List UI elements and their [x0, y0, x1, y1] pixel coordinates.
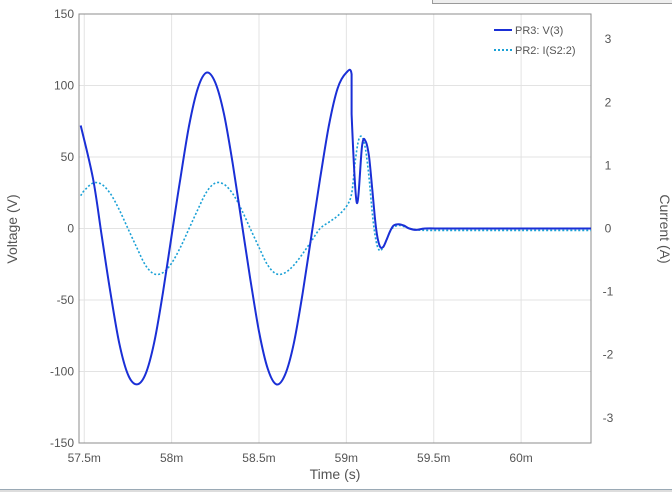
y-right-tick-label: 0: [605, 222, 612, 236]
y-left-tick-label: 100: [54, 79, 74, 93]
legend-label-is2: PR2: I(S2:2): [515, 45, 576, 57]
window-bottom-edge: [0, 489, 672, 492]
x-tick-label: 60m: [509, 451, 532, 465]
series-line-voltage: [79, 68, 591, 386]
window-frame-edge: [432, 0, 672, 4]
y-left-tick-label: 0: [67, 222, 74, 236]
y-left-tick-label: -150: [50, 436, 74, 450]
legend-label-v3: PR3: V(3): [515, 25, 563, 37]
y-axis-left-title: Voltage (V): [4, 194, 20, 263]
y-right-tick-label: 1: [605, 158, 612, 172]
y-left-tick-label: -50: [57, 293, 75, 307]
legend[interactable]: PR3: V(3) PR2: I(S2:2): [494, 25, 576, 57]
y-left-tick-label: 50: [61, 150, 75, 164]
y-right-tick-label: -1: [603, 285, 614, 299]
series-group: [79, 68, 591, 386]
x-tick-label: 59m: [335, 451, 358, 465]
y-right-tick-label: -2: [603, 348, 614, 362]
y-right-tick-label: 3: [605, 32, 612, 46]
y-left-tick-label: -100: [50, 365, 74, 379]
tick-labels: 57.5m 58m 58.5m 59m 59.5m 60m 150 100 50 0 -50 -100…: [50, 7, 614, 465]
y-left-tick-label: 150: [54, 7, 74, 21]
y-axis-right-title: Current (A): [657, 194, 672, 263]
y-right-tick-label: -3: [603, 411, 614, 425]
x-tick-label: 58.5m: [242, 451, 275, 465]
x-tick-label: 58m: [160, 451, 183, 465]
x-tick-label: 59.5m: [417, 451, 450, 465]
x-tick-label: 57.5m: [68, 451, 101, 465]
y-right-tick-label: 2: [605, 95, 612, 109]
x-axis-title: Time (s): [310, 466, 361, 482]
